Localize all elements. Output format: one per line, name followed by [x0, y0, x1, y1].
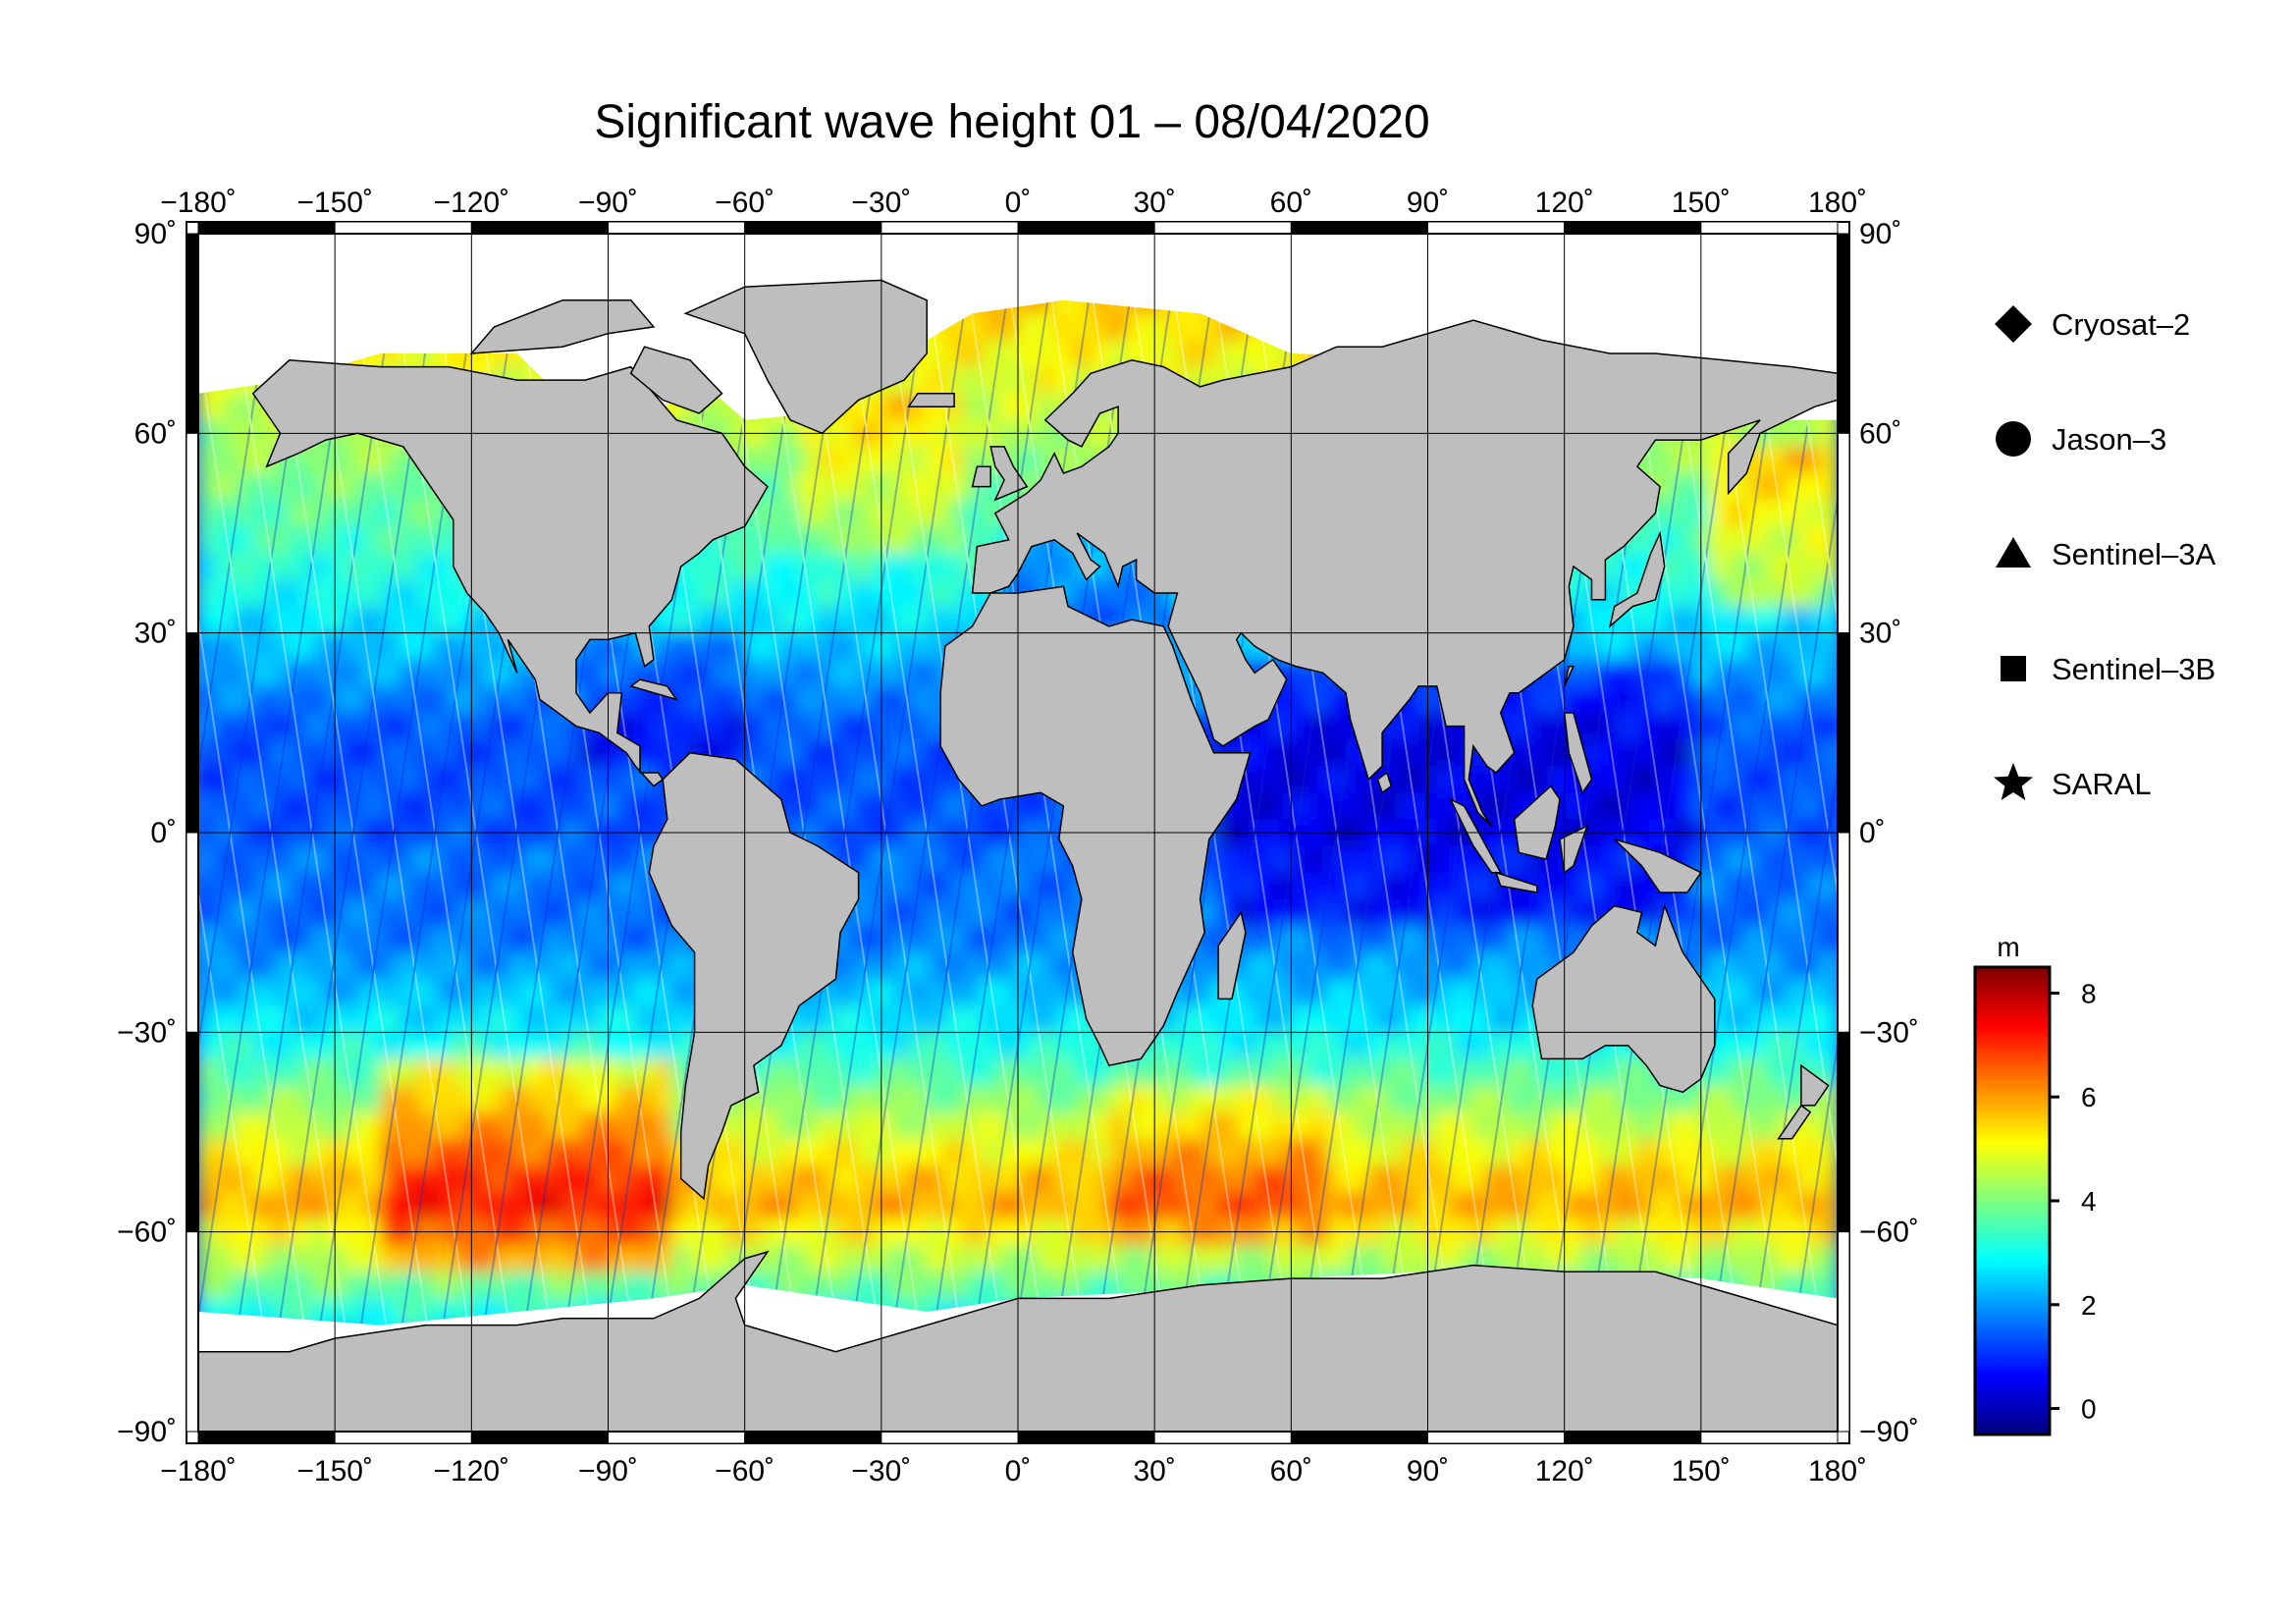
lat-tick-label: 30˚ [1859, 618, 1901, 650]
lon-tick-label: −150˚ [296, 1455, 373, 1488]
square-icon [2001, 656, 2026, 681]
lon-tick-label: 60˚ [1270, 187, 1312, 219]
lon-tick-label: 180˚ [1808, 1455, 1867, 1488]
colorbar-tick-label: 2 [2081, 1290, 2097, 1321]
lon-tick-label: −30˚ [851, 187, 911, 219]
lon-tick-label: −30˚ [851, 1455, 911, 1488]
lat-tick-label: −90˚ [1859, 1416, 1919, 1448]
circle-icon [1996, 421, 2031, 457]
lon-tick-label: 90˚ [1407, 1455, 1449, 1488]
lat-tick-label: −30˚ [1859, 1016, 1919, 1049]
colorbar-tick-label: 6 [2081, 1082, 2097, 1112]
map-frame [186, 221, 1850, 1444]
lat-tick-label: 90˚ [134, 218, 177, 250]
lat-axis-left: 90˚ 60˚ 30˚ 0˚ −30˚ −60˚ −90˚ [117, 218, 177, 1448]
lon-tick-label: 0˚ [1005, 1455, 1032, 1488]
lon-tick-label: 90˚ [1407, 187, 1449, 219]
lon-tick-label: −60˚ [715, 187, 774, 219]
legend-item: Sentinel–3A [1996, 537, 2216, 571]
lon-tick-label: 120˚ [1535, 187, 1594, 219]
lon-tick-label: −120˚ [434, 187, 510, 219]
lon-tick-label: 150˚ [1672, 187, 1731, 219]
lat-axis-right: 90˚ 60˚ 30˚ 0˚ −30˚ −60˚ −90˚ [1859, 218, 1919, 1448]
colorbar-tick-label: 0 [2081, 1394, 2097, 1425]
satellite-legend: Cryosat–2 Jason–3 Sentinel–3A Sentinel–3B SA… [1994, 305, 2216, 801]
triangle-icon [1996, 537, 2031, 568]
lon-tick-label: −180˚ [160, 187, 237, 219]
colorbar-tick-label: 8 [2081, 978, 2097, 1008]
colorbar-unit: m [1997, 932, 2019, 962]
lat-tick-label: 30˚ [134, 618, 177, 650]
legend-label: Sentinel–3A [2052, 537, 2216, 571]
lon-tick-label: −150˚ [296, 187, 373, 219]
lon-tick-label: 120˚ [1535, 1455, 1594, 1488]
lon-tick-label: 0˚ [1005, 187, 1032, 219]
colorbar-tick-label: 4 [2081, 1186, 2097, 1217]
legend-label: Sentinel–3B [2052, 652, 2216, 686]
gridlines [198, 234, 1838, 1432]
lat-tick-label: 90˚ [1859, 218, 1901, 250]
colorbar-gradient [1973, 965, 2052, 1436]
lon-tick-label: 180˚ [1808, 187, 1867, 219]
colorbar: m 0 2 4 6 8 [1973, 932, 2097, 1436]
legend-item: Cryosat–2 [1995, 305, 2190, 343]
lat-tick-label: 60˚ [134, 417, 177, 450]
star-icon [1994, 763, 2033, 800]
legend-label: Jason–3 [2052, 422, 2166, 457]
lon-tick-label: 150˚ [1672, 1455, 1731, 1488]
lon-axis-top: −180˚ −150˚ −120˚ −90˚ −60˚ −30˚ 0˚ 30˚ 60˚ 90˚ 12… [160, 187, 1867, 219]
lat-tick-label: −90˚ [117, 1416, 177, 1448]
legend-label: SARAL [2052, 767, 2152, 801]
chart-title: Significant wave height 01 – 08/04/2020 [594, 96, 1429, 148]
legend-item: Sentinel–3B [2001, 652, 2216, 686]
lon-tick-label: −90˚ [578, 187, 638, 219]
diamond-icon [1995, 305, 2032, 343]
colorbar-ticks: 0 2 4 6 8 [2050, 978, 2097, 1425]
legend-item: Jason–3 [1996, 421, 2166, 457]
lat-tick-label: 0˚ [1859, 817, 1886, 849]
lon-tick-label: −180˚ [160, 1455, 237, 1488]
lon-tick-label: 60˚ [1270, 1455, 1312, 1488]
lat-tick-label: 0˚ [150, 817, 177, 849]
lat-tick-label: −60˚ [117, 1217, 177, 1249]
map-panel: −180˚ −150˚ −120˚ −90˚ −60˚ −30˚ 0˚ 30˚ 60˚ 90˚ 12… [117, 187, 1919, 1488]
legend-item: SARAL [1994, 763, 2152, 801]
lon-tick-label: −120˚ [434, 1455, 510, 1488]
lat-tick-label: 60˚ [1859, 417, 1901, 450]
lat-tick-label: −30˚ [117, 1016, 177, 1049]
lat-tick-label: −60˚ [1859, 1217, 1919, 1249]
lon-tick-label: 30˚ [1133, 1455, 1175, 1488]
lon-axis-bottom: −180˚ −150˚ −120˚ −90˚ −60˚ −30˚ 0˚ 30˚ 60˚ 90˚ 12… [160, 1455, 1867, 1488]
lon-tick-label: 30˚ [1133, 187, 1175, 219]
legend-label: Cryosat–2 [2052, 307, 2190, 342]
lon-tick-label: −90˚ [578, 1455, 638, 1488]
lon-tick-label: −60˚ [715, 1455, 774, 1488]
